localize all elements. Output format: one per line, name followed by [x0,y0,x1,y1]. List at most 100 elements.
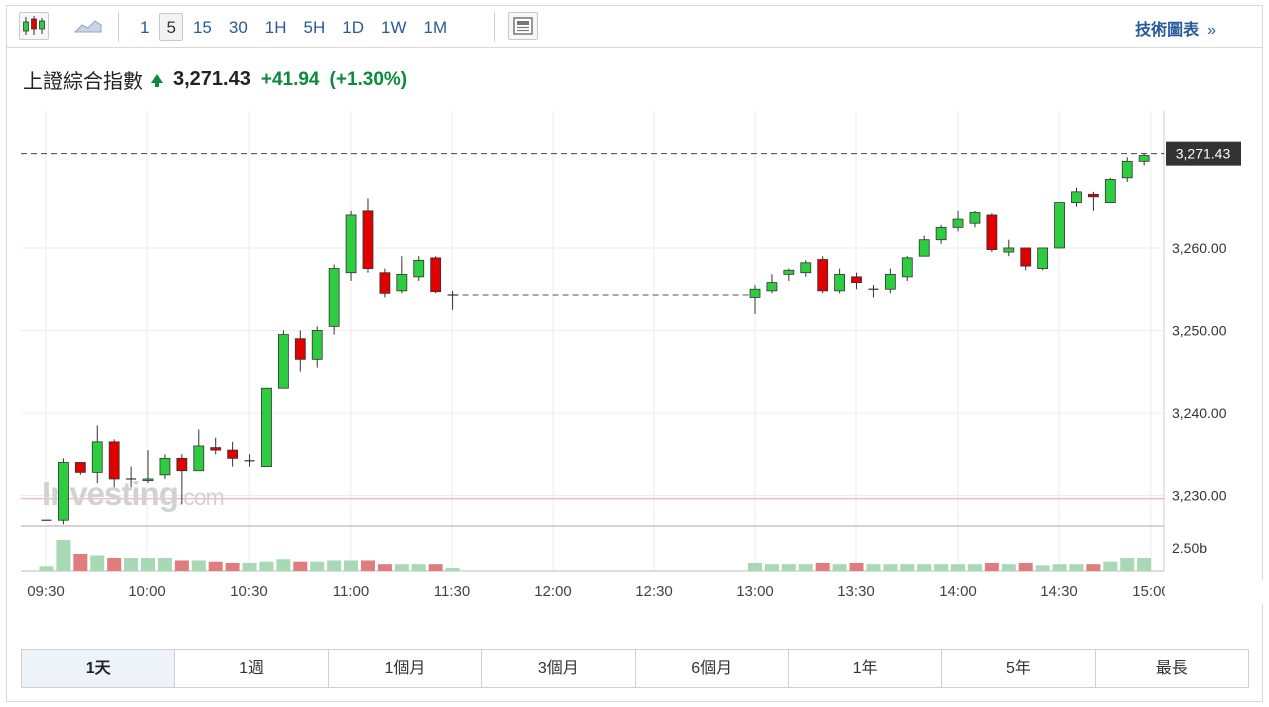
x-tick-label: 11:00 [333,583,369,600]
candle [986,214,998,251]
volume-bar [191,560,206,571]
interval-1h[interactable]: 1H [264,18,287,37]
interval-5h[interactable]: 5H [303,18,326,37]
candle [1020,247,1032,267]
candle [108,441,120,480]
candle [261,387,272,467]
x-tick-label: 11:30 [434,583,470,600]
x-tick-label: 13:30 [837,583,875,600]
volume-bar [934,564,949,571]
x-tick-label: 15:00 [1132,583,1170,600]
candle [952,218,964,228]
candle [1088,193,1099,198]
volume-bar [174,560,189,571]
candle [1104,179,1116,203]
candle [328,268,340,327]
chart-toolbar: 1 5 15 30 1H 5H 1D 1W 1M 技術圖表 » [7,6,1262,48]
x-tick-label: 12:00 [534,583,572,600]
price-chart[interactable]: Investing.com 3,230.00 3,240.00 3,250.00 3,2… [0,0,1269,640]
interval-1d[interactable]: 1D [342,18,364,37]
interval-1[interactable]: 1 [140,18,150,37]
last-price-badge [1166,141,1241,166]
price-change-percent: (+1.30%) [329,68,408,90]
volume-bar [781,564,796,571]
range-button[interactable]: 1個月 [328,650,483,687]
tech-chart-link[interactable]: 技術圖表 » [1135,16,1216,40]
volume-bar [157,557,172,571]
volume-bar [327,560,342,571]
candle [379,272,391,294]
range-button[interactable]: 5年 [942,650,1096,687]
candle [1054,202,1065,249]
y-tick-label: 3,240.00 [1172,405,1227,421]
volume-bar [900,564,915,571]
volume-tick-label: 2.50b [1172,540,1207,556]
volume-bar [141,557,156,571]
volume-bar [967,564,982,571]
x-tick-label: 10:30 [230,583,268,600]
x-tick-label: 14:00 [939,583,977,600]
toolbar-divider [494,12,495,42]
y-tick-label: 3,260.00 [1172,240,1227,256]
range-button[interactable]: 6個月 [635,650,789,687]
volume-bar [293,561,308,571]
volume-bar [344,560,359,571]
range-button[interactable]: 3個月 [482,650,636,687]
volume-bar [445,567,460,571]
candle [800,262,812,274]
interval-15[interactable]: 15 [192,18,212,37]
x-tick-label: 12:30 [635,583,673,600]
x-tick-label: 10:00 [128,583,166,600]
watermark-logo: Investing.com [42,475,224,512]
interval-1w[interactable]: 1W [380,18,407,37]
news-icon[interactable] [508,12,538,40]
candle [1071,191,1082,203]
volume-bar [56,540,71,571]
volume-bar [1018,562,1033,571]
candle [58,462,69,521]
volume-bar [73,553,88,571]
candle [901,257,913,278]
range-button[interactable]: 1天 [22,650,176,687]
last-price: 3,271.43 [173,68,251,90]
range-button[interactable]: 1週 [175,650,329,687]
interval-30[interactable]: 30 [228,18,248,37]
volume-bar [917,564,932,571]
candle [935,226,947,241]
y-tick-label: 3,230.00 [1172,487,1227,503]
volume-bar [1103,561,1118,571]
candle [783,269,795,275]
candle [969,212,981,224]
candle [277,334,289,389]
candle [74,462,86,473]
candle [413,259,425,278]
volume-bar [748,562,762,571]
volume-bar [866,564,881,571]
candle [159,457,171,476]
candlestick-icon[interactable] [19,12,49,40]
y-tick-label: 3,250.00 [1172,322,1227,338]
x-tick-label: 14:30 [1040,583,1078,600]
range-button[interactable]: 1年 [788,650,943,687]
interval-1m[interactable]: 1M [423,18,448,37]
x-tick-label: 09:30 [27,583,65,600]
interval-5[interactable]: 5 [159,13,183,41]
volume-bar [1069,564,1084,571]
volume-bar [90,555,105,571]
candle [193,445,205,472]
volume-bar [832,564,847,571]
x-axis-mask [1165,580,1265,604]
range-button[interactable]: 最長 [1095,650,1248,687]
volume-bar [259,561,274,571]
candle [91,441,103,473]
area-chart-icon[interactable] [73,12,103,40]
volume-bar [798,564,813,571]
volume-bar [883,564,898,571]
candle [210,447,222,451]
toolbar-divider [118,12,119,42]
candle [142,478,154,482]
candle [430,257,442,293]
volume-bar [124,557,139,571]
candle [851,276,862,284]
volume-bar [1052,564,1067,571]
